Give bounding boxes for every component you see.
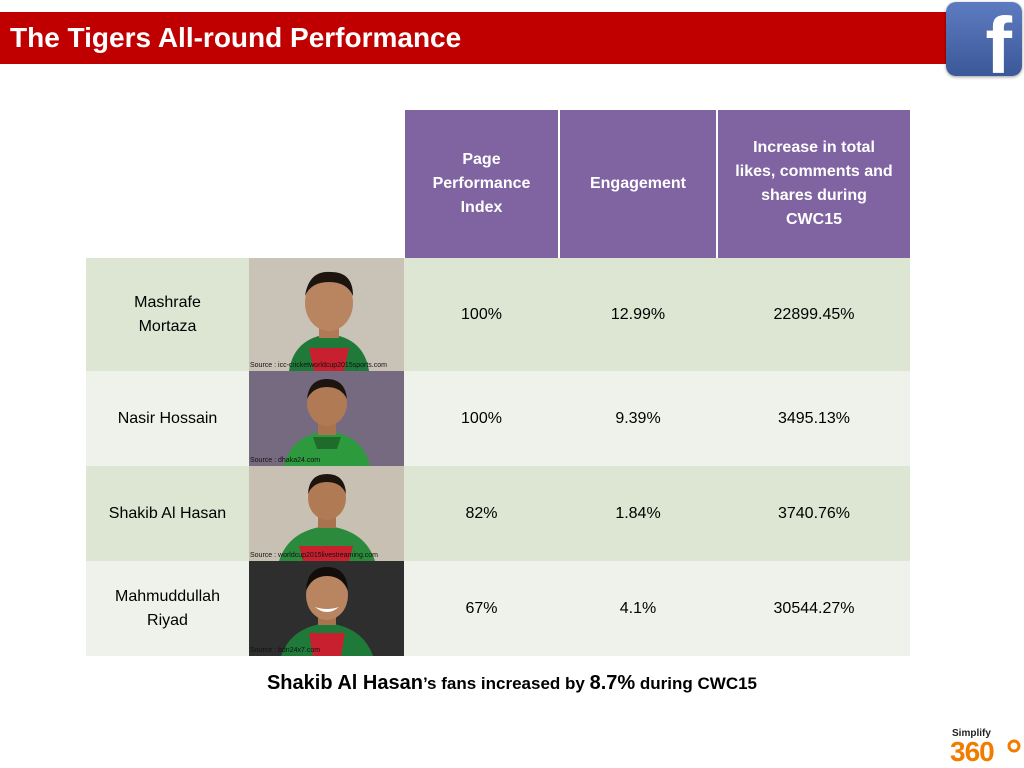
header-line: Page	[462, 151, 501, 168]
header-line: Index	[460, 199, 503, 216]
header-line: CWC15	[785, 211, 842, 228]
header-page-performance-index: Page Performance Index	[405, 110, 558, 258]
player-name-line: Shakib Al Hasan	[108, 504, 227, 522]
header-line: likes, comments and	[735, 163, 893, 180]
table-row: Mashrafe Mortaza Source : icc-cricketworl…	[86, 258, 910, 371]
caption-text-end: during CWC15	[635, 674, 758, 693]
player-name-line: Mahmuddullah	[115, 587, 220, 605]
increase-value: 22899.45%	[773, 305, 855, 323]
player-photo: Source : bdn24x7.com	[249, 561, 404, 656]
facebook-icon: f	[946, 2, 1022, 76]
caption-player-name: Shakib Al Hasan	[266, 672, 423, 694]
increase-value: 3740.76%	[777, 504, 851, 522]
player-name: Shakib Al Hasan	[86, 466, 249, 561]
player-photo: Source : worldcup2015livestreaming.com	[249, 466, 404, 561]
page-index-value: 82%	[465, 504, 498, 522]
player-name: Mahmuddullah Riyad	[86, 561, 249, 656]
header-line: Performance	[432, 175, 531, 192]
engagement-value: 1.84%	[615, 504, 661, 522]
header-engagement: Engagement	[560, 110, 716, 258]
player-name-line: Mortaza	[138, 317, 197, 335]
caption-value: 8.7%	[589, 672, 636, 694]
brand-bottom: 360	[950, 736, 995, 767]
header-line: Engagement	[589, 175, 686, 192]
caption-text: ’s fans increased by	[422, 674, 590, 693]
player-name: Mashrafe Mortaza	[86, 258, 249, 371]
summary-caption: Shakib Al Hasan’s fans increased by 8.7%…	[0, 672, 1024, 695]
photo-source: Source : icc-cricketworldcup2015sports.c…	[250, 362, 387, 369]
page-index-value: 67%	[465, 599, 498, 617]
engagement-value: 12.99%	[610, 305, 666, 323]
photo-source: Source : dhaka24.com	[250, 457, 321, 464]
photo-source: Source : bdn24x7.com	[250, 647, 321, 654]
table-row: Nasir Hossain Source : dhaka24.com 100% …	[86, 371, 910, 466]
engagement-value: 4.1%	[619, 599, 657, 617]
player-name: Nasir Hossain	[86, 371, 249, 466]
header-increase: Increase in total likes, comments and sh…	[718, 110, 910, 258]
photo-source: Source : worldcup2015livestreaming.com	[250, 552, 379, 559]
table-row: Shakib Al Hasan Source : worldcup2015liv…	[86, 466, 910, 561]
engagement-value: 9.39%	[615, 409, 661, 427]
increase-value: 30544.27%	[773, 599, 855, 617]
table-row: Mahmuddullah Riyad Source : bdn24x7.com 6…	[86, 561, 910, 656]
page-title: The Tigers All-round Performance	[0, 12, 946, 64]
header-line: Increase in total	[753, 139, 875, 156]
player-name-line: Riyad	[147, 611, 188, 629]
page-index-value: 100%	[461, 409, 502, 427]
brand-circle-icon	[1007, 739, 1021, 753]
facebook-logo-letter: f	[985, 2, 1012, 77]
player-name-line: Nasir Hossain	[117, 409, 218, 427]
player-name-line: Mashrafe	[134, 293, 201, 311]
header-line: shares during	[761, 187, 867, 204]
player-photo: Source : icc-cricketworldcup2015sports.c…	[249, 258, 404, 371]
simplify360-logo: Simplify 360	[950, 728, 1024, 768]
increase-value: 3495.13%	[777, 409, 851, 427]
page-index-value: 100%	[461, 305, 502, 323]
player-photo: Source : dhaka24.com	[249, 371, 404, 466]
brand-top: Simplify	[952, 728, 991, 739]
